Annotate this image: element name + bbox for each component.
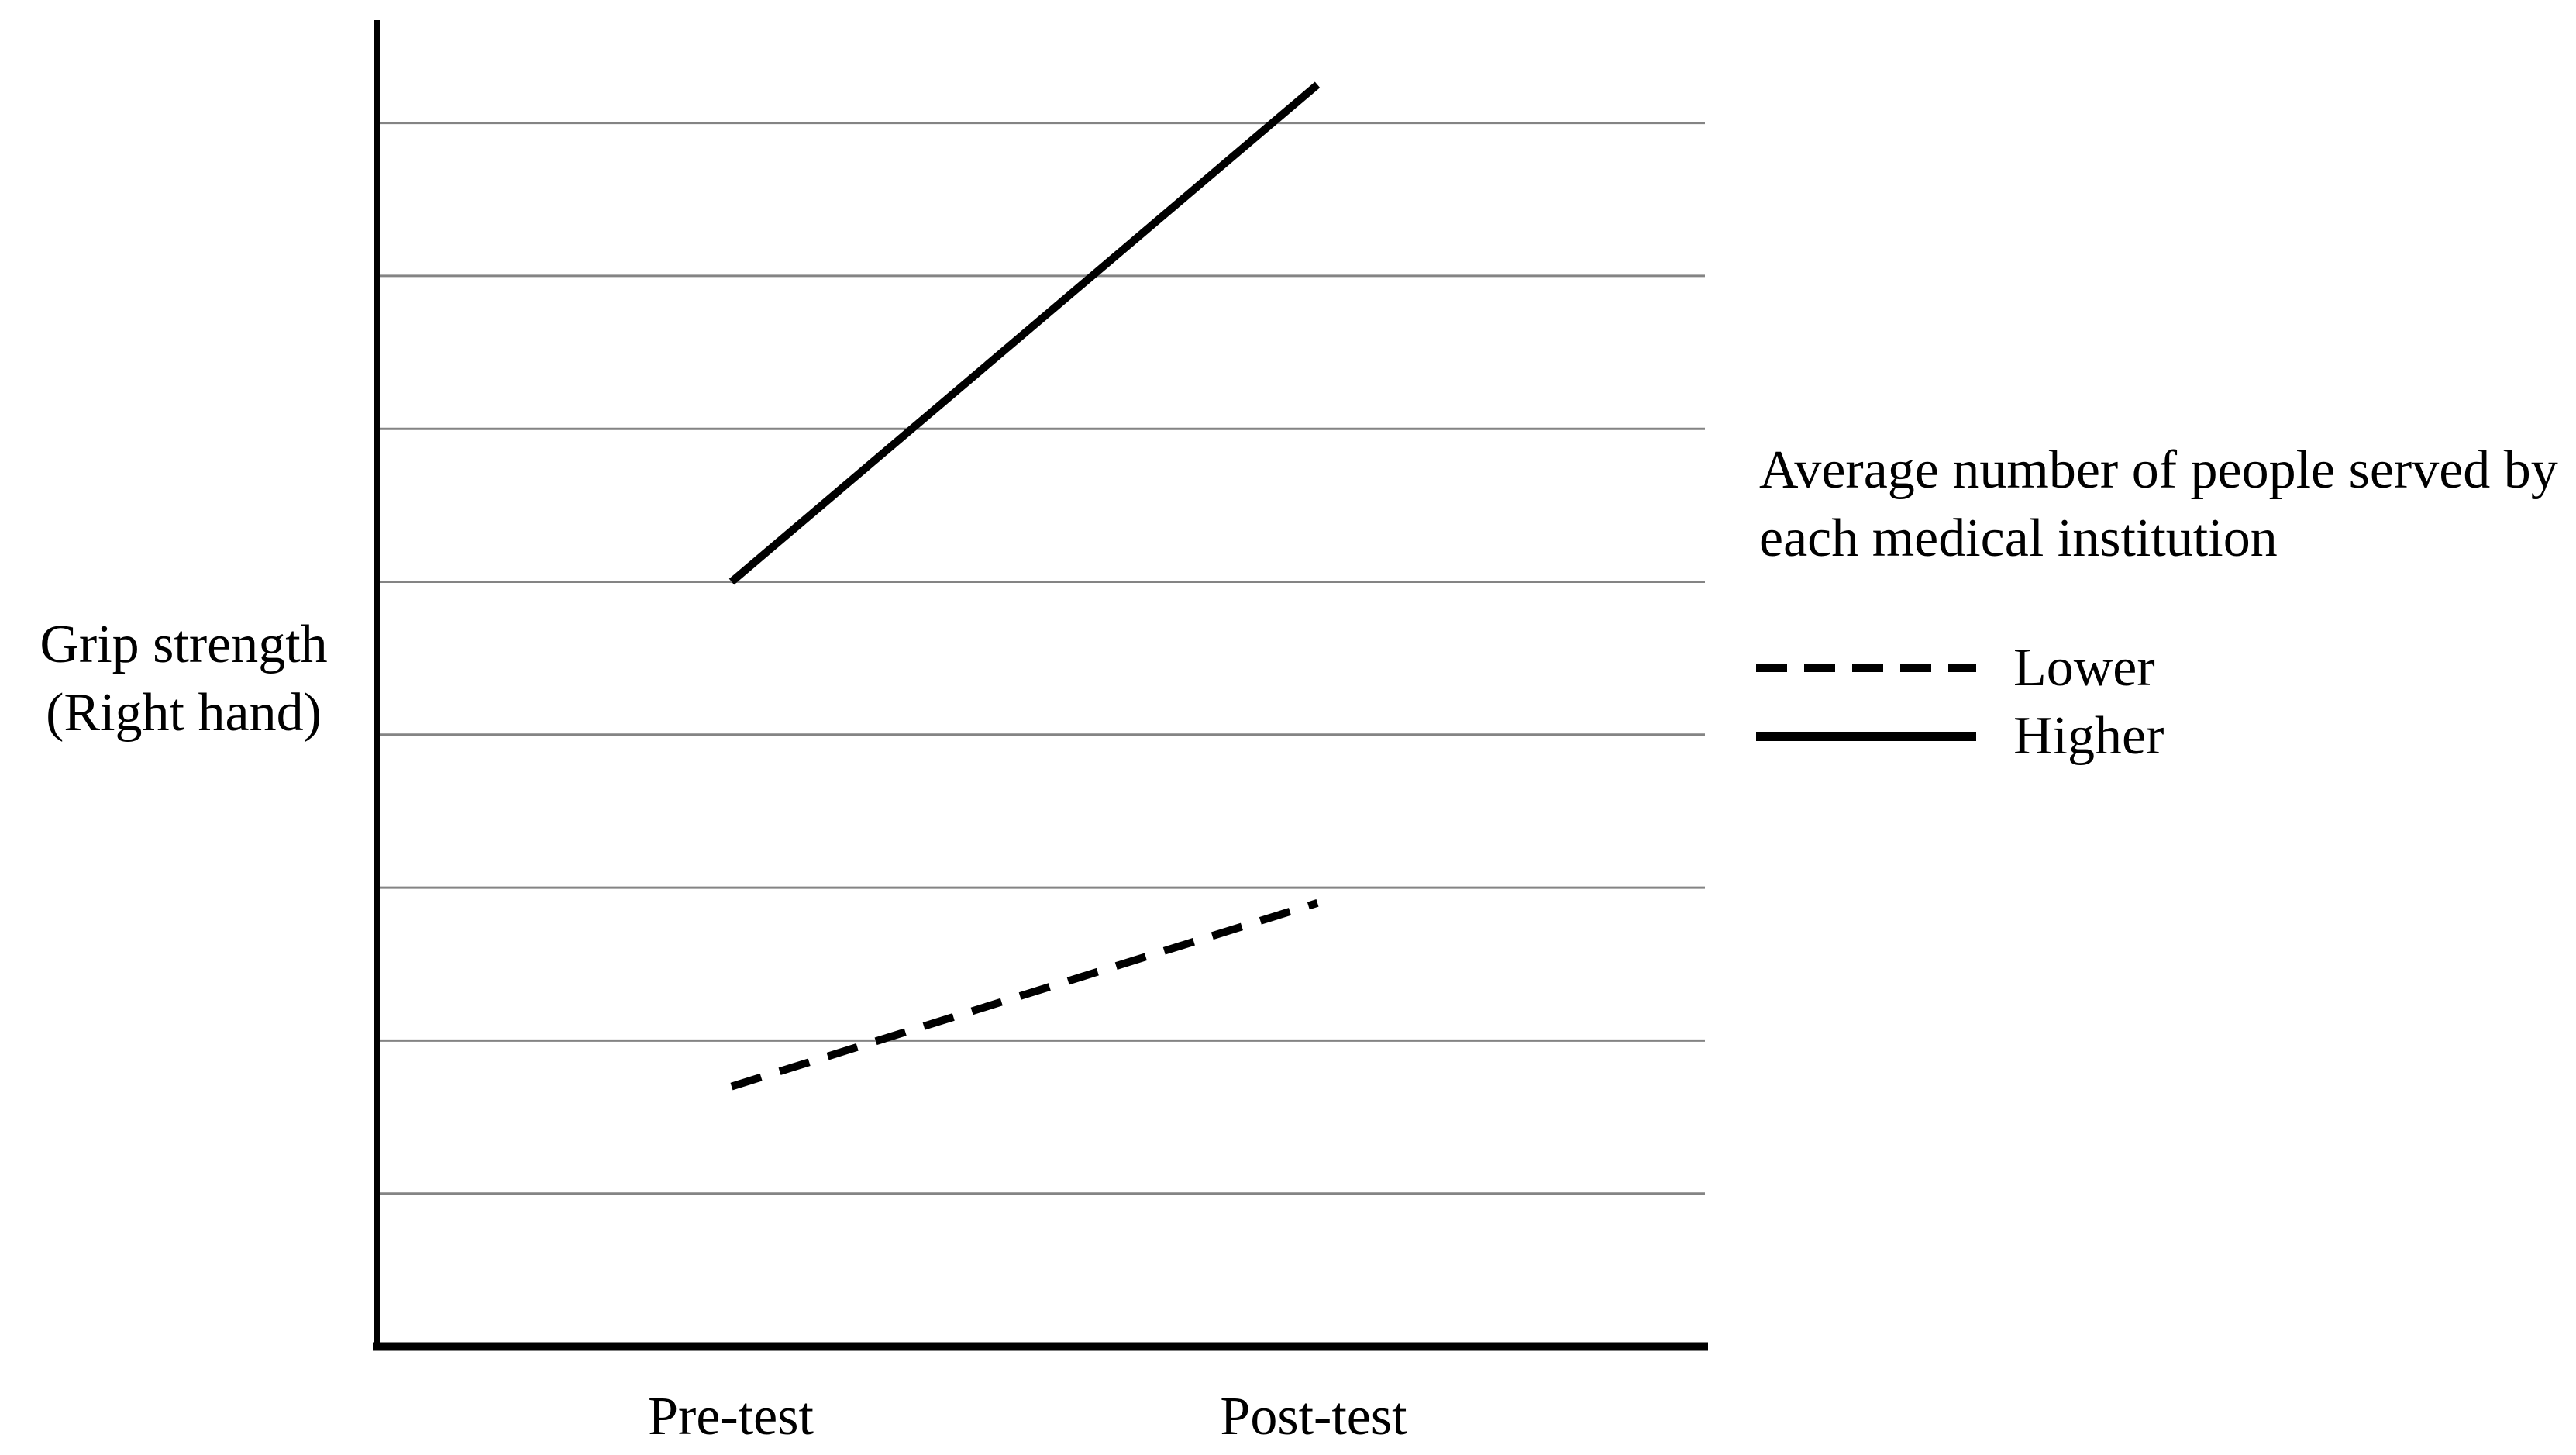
y-axis-title-line2: (Right hand) [46,683,322,743]
x-tick-label-pre-test: Pre-test [648,1387,814,1446]
legend-title-line2: each medical institution [1759,509,2278,568]
solid-line-swatch-icon [1756,732,1976,741]
series-higher-line [728,81,1321,585]
legend-item-higher: Higher [1756,702,2531,771]
series-lines [728,81,1321,1091]
dashed-line-swatch-icon [1756,664,1976,672]
legend-item-lower: Lower [1756,633,2531,703]
legend-label-lower: Lower [2013,638,2155,698]
legend-label-higher: Higher [2013,706,2164,766]
x-tick-label-post-test: Post-test [1220,1387,1407,1446]
series-lower-line [730,899,1319,1091]
gridlines [377,122,1705,1195]
legend-title-line1: Average number of people served by [1759,440,2558,500]
y-axis-title: Grip strength (Right hand) [21,611,346,747]
legend-title: Average number of people served by each … [1759,436,2576,573]
y-axis-title-line1: Grip strength [40,615,328,674]
